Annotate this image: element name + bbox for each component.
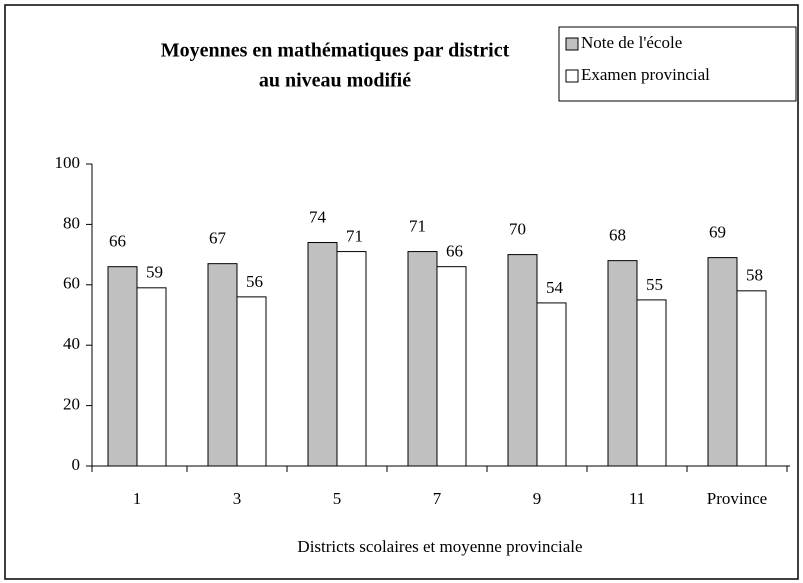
bar [536,302,567,467]
x-tick-label: 11 [629,489,645,508]
bar [107,266,138,467]
legend-label: Note de l'école [581,33,682,52]
y-tick-label: 60 [63,274,80,293]
bar [507,254,538,467]
y-tick-label: 100 [55,153,81,172]
data-label: 71 [346,226,363,245]
data-label: 66 [446,242,463,261]
chart-title: au niveau modifié [259,70,411,92]
data-label: 59 [146,263,163,282]
data-label: 69 [709,223,726,242]
y-tick-label: 20 [63,395,80,414]
bar [636,299,667,467]
bar [607,260,638,467]
bar [436,266,467,467]
x-tick-label: 7 [433,489,442,508]
bar [236,296,267,467]
bar [307,242,338,467]
x-tick-label: 5 [333,489,342,508]
bar [707,257,738,467]
bar [407,251,438,467]
data-label: 74 [309,207,327,226]
legend-swatch [565,37,579,51]
legend-label: Examen provincial [581,65,710,84]
data-label: 70 [509,220,526,239]
data-label: 66 [109,232,126,251]
data-label: 67 [209,229,227,248]
x-tick-label: Province [707,489,767,508]
legend-box [558,26,797,102]
x-tick-label: 1 [133,489,142,508]
data-label: 68 [609,226,626,245]
chart-title: Moyennes en mathématiques par district [161,40,510,62]
legend-swatch [565,69,579,83]
bar [736,290,767,467]
y-tick-label: 80 [63,213,80,232]
x-tick-label: 9 [533,489,542,508]
x-axis-label: Districts scolaires et moyenne provincia… [297,537,582,556]
x-tick-label: 3 [233,489,242,508]
bar [136,287,167,467]
bar [207,263,238,467]
data-label: 71 [409,216,426,235]
data-label: 55 [646,275,663,294]
y-tick-label: 40 [63,334,80,353]
data-label: 56 [246,272,263,291]
y-tick-label: 0 [72,455,81,474]
data-label: 58 [746,266,763,285]
bar [336,251,367,467]
data-label: 54 [546,278,564,297]
